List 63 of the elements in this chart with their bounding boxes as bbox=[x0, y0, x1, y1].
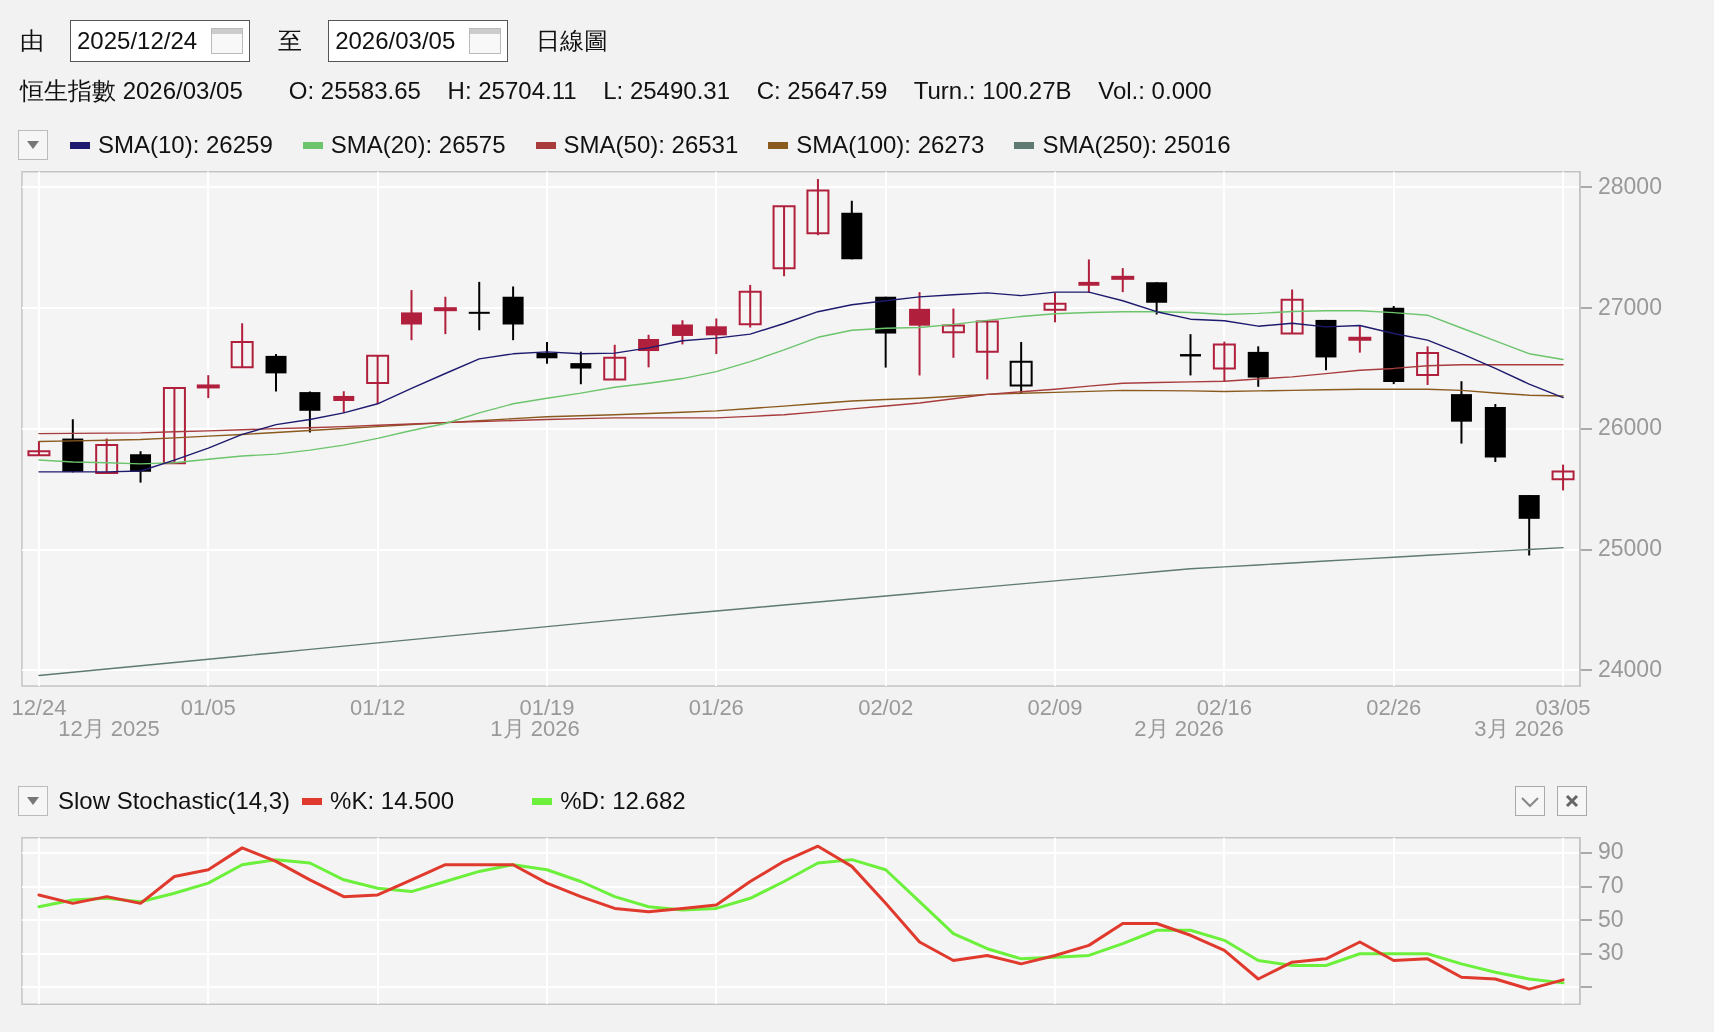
y-tick-label: 25000 bbox=[1598, 534, 1662, 561]
y-tick-label: 24000 bbox=[1598, 655, 1662, 682]
candlestick bbox=[671, 319, 693, 346]
x-tick-label: 01/26 bbox=[688, 695, 744, 721]
text: 至 bbox=[278, 26, 303, 56]
chart-title: 恒生指數 2026/03/05 bbox=[20, 76, 243, 106]
candlestick bbox=[1043, 291, 1067, 324]
candlestick bbox=[366, 354, 390, 405]
candlestick bbox=[1078, 258, 1100, 294]
candlestick bbox=[468, 280, 490, 332]
date-field: 2026/03/05 bbox=[328, 20, 509, 62]
legend-label: SMA(100): 26273 bbox=[796, 131, 985, 159]
date-field: 2025/12/24 bbox=[70, 20, 251, 62]
candlestick bbox=[1146, 281, 1168, 316]
candlestick bbox=[975, 319, 999, 381]
y-tick-label: 26000 bbox=[1598, 414, 1662, 441]
candlestick bbox=[1551, 463, 1575, 492]
candlestick bbox=[162, 387, 186, 465]
x-tick-label: 01/05 bbox=[180, 695, 236, 721]
y-tick-label: 90 bbox=[1598, 838, 1624, 865]
candlestick bbox=[772, 205, 796, 278]
candlestick bbox=[909, 291, 931, 377]
candlestick bbox=[401, 289, 422, 342]
candlestick bbox=[1416, 345, 1440, 386]
candlestick bbox=[299, 390, 321, 434]
y-tick-label: 50 bbox=[1598, 905, 1624, 932]
candlestick bbox=[536, 340, 558, 365]
candlestick bbox=[433, 295, 457, 336]
legend-label: %D: 12.682 bbox=[560, 787, 686, 815]
candlestick bbox=[603, 343, 627, 381]
y-tick-label: 28000 bbox=[1598, 172, 1662, 199]
candlestick bbox=[333, 390, 355, 414]
x-tick-label: 02/09 bbox=[1027, 695, 1083, 721]
legend-label: SMA(20): 26575 bbox=[330, 131, 506, 159]
x-tick-label: 01/12 bbox=[350, 695, 406, 721]
candlestick bbox=[570, 350, 592, 386]
candlestick bbox=[95, 437, 119, 475]
candlestick bbox=[1009, 340, 1033, 395]
candlestick bbox=[1348, 325, 1372, 354]
legend-label: %K: 14.500 bbox=[330, 787, 455, 815]
candlestick bbox=[1212, 340, 1236, 383]
candlestick bbox=[1280, 288, 1304, 335]
candlestick bbox=[1111, 267, 1135, 294]
candlestick bbox=[941, 307, 965, 359]
text: 日線圖 bbox=[536, 26, 609, 56]
y-tick-label: 27000 bbox=[1598, 293, 1662, 320]
legend-label: SMA(50): 26531 bbox=[563, 131, 739, 159]
x-tick-label: 02/02 bbox=[858, 695, 914, 721]
legend-label: SMA(250): 25016 bbox=[1042, 131, 1231, 159]
legend-label: SMA(10): 26259 bbox=[98, 131, 273, 159]
candlestick bbox=[738, 284, 762, 329]
chart-subtitle: O: 25583.65 H: 25704.11 L: 25490.31 C: 25647.59 Turn.: 100.27B Vol.: 0.000 bbox=[288, 77, 1212, 105]
candlestick bbox=[806, 178, 830, 237]
candlestick bbox=[265, 353, 287, 393]
text: 由 bbox=[20, 26, 44, 56]
x-tick-label: 02/26 bbox=[1366, 695, 1422, 721]
chart-title: Slow Stochastic(14,3) bbox=[58, 787, 291, 815]
y-tick-label: 70 bbox=[1598, 871, 1624, 898]
y-tick-label: 30 bbox=[1598, 939, 1624, 966]
candlestick bbox=[705, 317, 727, 356]
candlestick bbox=[1518, 494, 1540, 557]
candlestick bbox=[230, 322, 254, 369]
candlestick bbox=[196, 374, 220, 400]
